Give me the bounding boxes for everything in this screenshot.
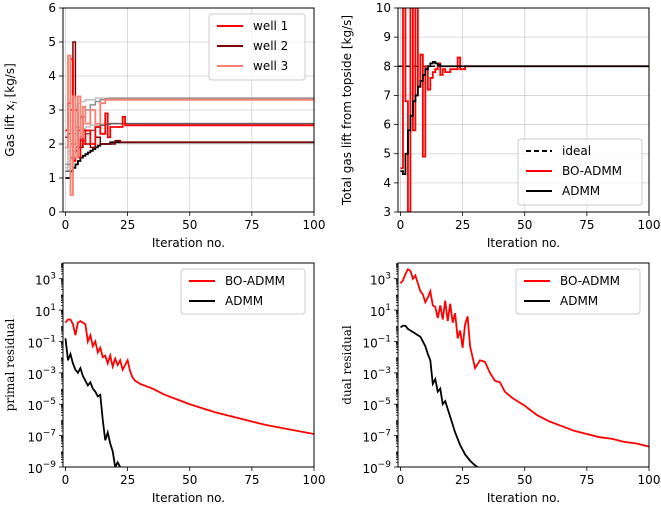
y-tick-label: 4 [48,69,56,83]
legend-label: well 2 [253,39,288,53]
y-tick-label: 6 [48,1,56,15]
y-tick-label: 8 [383,59,391,73]
x-tick-label: 75 [244,218,259,232]
y-tick-label: 3 [48,103,56,117]
y-tick-label: 1 [48,171,56,185]
y-tick-label: 103 [370,272,391,288]
legend-label: well 1 [253,19,288,33]
legend-label: ADMM [562,184,600,198]
y-axis-label: Gas lift xi [kg/s] [3,63,20,157]
series-group [398,8,649,212]
legend-label: ideal [562,144,591,158]
legend-label: BO-ADMM [562,164,622,178]
x-tick-label: 0 [397,473,405,487]
chart-panel-primal: 0 25 50 75 100 10−9 10−7 10−5 10−3 10−1 101 103 Iter… [3,262,326,505]
y-tick-label: 4 [383,176,391,190]
chart-panel-total: 0 25 50 75 100 3 4 5 6 7 8 9 10 Iteration no. Total ga… [340,1,660,250]
y-tick-label: 9 [383,30,391,44]
series-group [399,267,649,467]
series-line-bo-admm [400,8,649,212]
x-tick-label: 100 [638,473,661,487]
y-tick-label: 10−9 [362,460,391,476]
chart-panel-dual: 0 25 50 75 100 10−9 10−7 10−5 10−3 10−1 101 103 Iter… [340,262,661,505]
x-tick-label: 100 [303,218,326,232]
y-tick-label: 10−5 [27,397,56,413]
legend-label: ADMM [560,294,598,308]
x-tick-label: 100 [303,473,326,487]
y-tick-label: 10−5 [362,397,391,413]
chart-panel-gaslift: 0 25 50 75 100 0 1 2 3 4 5 6 Iteration no. Gas lift x… [3,1,325,250]
series-group [64,318,314,467]
legend-box [208,13,306,81]
x-tick-label: 50 [517,473,532,487]
series-group [65,41,314,196]
y-tick-label: 10−1 [362,334,391,350]
x-tick-label: 75 [579,473,594,487]
x-tick-label: 75 [579,218,594,232]
x-tick-label: 0 [62,473,70,487]
y-tick-label: 2 [48,137,56,151]
y-tick-label: 10−3 [362,366,391,382]
y-tick-label: 101 [35,303,56,319]
x-axis-label: Iteration no. [487,491,560,505]
x-tick-label: 50 [182,473,197,487]
x-tick-label: 25 [120,473,135,487]
series-line-admm [400,61,649,176]
x-axis-label: Iteration no. [487,236,560,250]
y-tick-label: 5 [383,147,391,161]
series-line-admm [400,324,479,467]
x-tick-label: 0 [62,218,70,232]
y-tick-label: 0 [48,205,56,219]
legend: BO-ADMM ADMM [180,268,306,315]
x-tick-label: 50 [182,218,197,232]
x-tick-label: 25 [120,218,135,232]
x-axis-label: Iteration no. [152,236,225,250]
y-tick-label: 10−7 [362,429,391,445]
legend: ideal BO-ADMM ADMM [517,138,643,206]
y-tick-label: 10−7 [27,429,56,445]
legend-label: BO-ADMM [225,274,285,288]
legend: BO-ADMM ADMM [515,268,641,315]
y-tick-label: 103 [35,272,56,288]
y-tick-label: 10 [376,1,391,15]
x-tick-label: 50 [517,218,532,232]
y-axis-label: Total gas lift from topside [kg/s] [340,15,354,206]
y-tick-label: 6 [383,118,391,132]
legend-label: BO-ADMM [560,274,620,288]
y-tick-label: 10−9 [27,460,56,476]
x-tick-label: 75 [244,473,259,487]
legend-label: well 3 [253,59,288,73]
y-tick-label: 3 [383,205,391,219]
x-tick-label: 100 [638,218,661,232]
series-line-bo-admm [399,267,649,448]
series-line-admm [64,338,121,467]
legend-box [517,138,643,206]
x-tick-label: 0 [397,218,405,232]
plot-frame [397,7,650,213]
legend-label: ADMM [225,294,263,308]
series-line-well-3 [65,54,314,196]
y-axis-label: primal residual [3,319,17,412]
legend: well 1 well 2 well 3 [208,13,306,81]
x-axis-label: Iteration no. [152,491,225,505]
x-tick-label: 25 [455,218,470,232]
series-line-bo-admm [64,318,314,435]
y-tick-label: 7 [383,88,391,102]
y-tick-label: 5 [48,35,56,49]
y-axis-label: dual residual [340,325,354,405]
y-tick-label: 10−1 [27,334,56,350]
y-tick-label: 10−3 [27,366,56,382]
x-tick-label: 25 [455,473,470,487]
y-tick-label: 101 [370,303,391,319]
